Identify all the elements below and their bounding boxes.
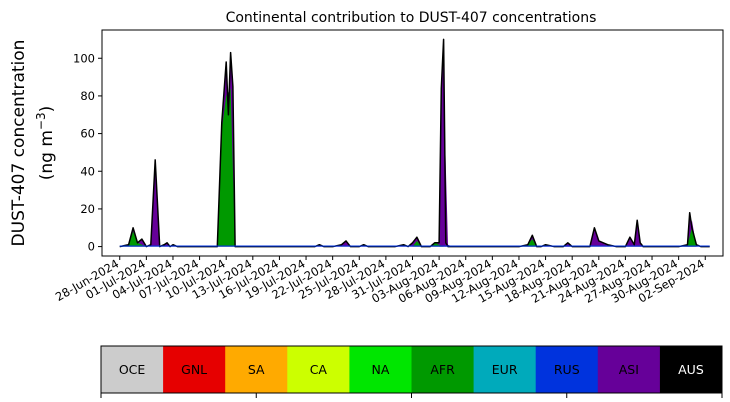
y-tick-label: 0 [88, 240, 95, 254]
legend-label-aus: AUS [678, 362, 704, 377]
legend-swatch-oce [101, 346, 164, 393]
series-area-asi [430, 86, 697, 247]
y-axis: 0 20 40 60 80 100 [73, 51, 102, 254]
y-tick-label: 80 [80, 89, 95, 103]
legend: OCE GNL SA CA NA AFR EUR RUS ASI AUS [100, 345, 723, 398]
legend-swatch-afr [411, 346, 475, 393]
x-axis: 28-Jun-202401-Jul-202404-Jul-202407-Jul-… [53, 256, 707, 306]
series-area-asi-base [119, 39, 710, 247]
y-tick-label: 20 [80, 202, 95, 216]
y-axis-label-line2: (ng m−3) [34, 106, 57, 181]
legend-swatch-aus [659, 346, 723, 393]
y-tick-label: 100 [73, 51, 95, 65]
legend-swatch-sa [225, 346, 288, 393]
legend-swatch-rus [535, 346, 599, 393]
legend-label-afr: AFR [430, 362, 455, 377]
plot-area: 0 20 40 60 80 100 28-Jun-202401-Jul-202404-Ju… [53, 29, 724, 306]
legend-label-oce: OCE [119, 362, 146, 377]
legend-label-eur: EUR [492, 362, 518, 377]
series-line-total [119, 38, 710, 248]
chart-title: Continental contribution to DUST-407 con… [226, 10, 597, 26]
y-tick-label: 60 [80, 127, 95, 141]
y-tick-label: 40 [80, 164, 95, 178]
legend-swatch-gnl [163, 346, 226, 393]
series-layer [119, 38, 710, 248]
legend-label-ca: CA [310, 362, 328, 377]
legend-label-rus: RUS [554, 362, 580, 377]
legend-label-sa: SA [248, 362, 265, 377]
legend-label-na: NA [371, 362, 389, 377]
legend-label-gnl: GNL [181, 362, 207, 377]
plot-frame [101, 29, 724, 257]
y-axis-label-line1: DUST-407 concentration [9, 40, 29, 247]
legend-label-asi: ASI [619, 362, 639, 377]
legend-swatch-na [349, 346, 412, 393]
series-area-afr [119, 88, 710, 247]
legend-swatch-ca [287, 346, 350, 393]
legend-swatch-eur [473, 346, 537, 393]
legend-swatch-asi [597, 346, 661, 393]
